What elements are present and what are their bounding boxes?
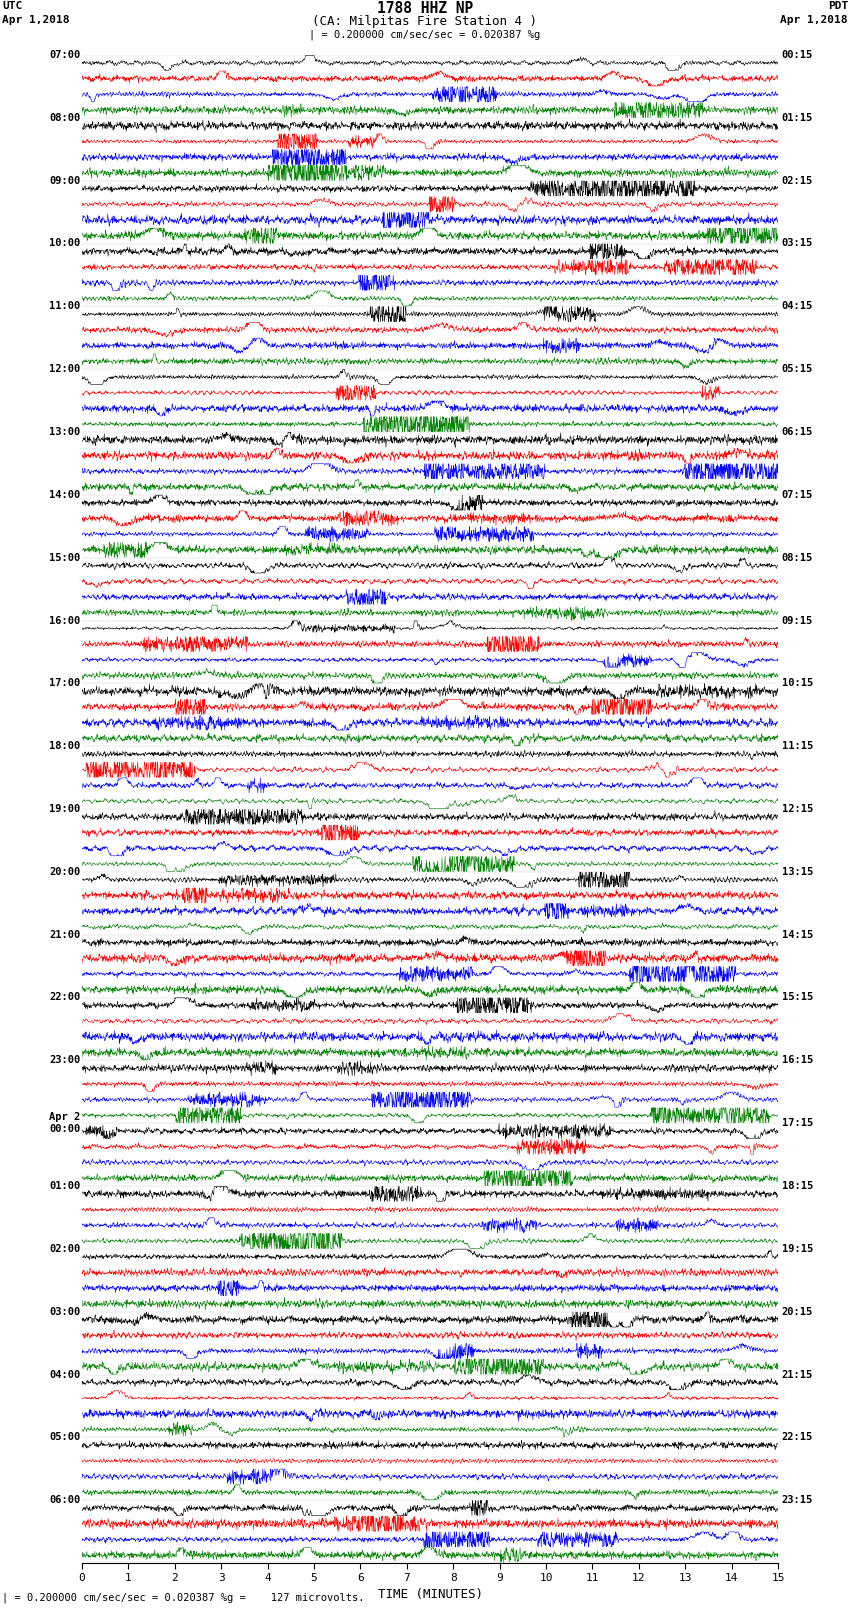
Text: 14:15: 14:15	[782, 929, 813, 940]
Text: 01:00: 01:00	[49, 1181, 81, 1190]
Text: 15:15: 15:15	[782, 992, 813, 1003]
Text: 18:15: 18:15	[782, 1181, 813, 1190]
Text: Apr 1,2018: Apr 1,2018	[2, 15, 70, 24]
Text: 08:15: 08:15	[782, 553, 813, 563]
Text: 10:00: 10:00	[49, 239, 81, 248]
Text: 07:00: 07:00	[49, 50, 81, 60]
Text: 03:00: 03:00	[49, 1307, 81, 1316]
Text: 23:15: 23:15	[782, 1495, 813, 1505]
Text: 19:15: 19:15	[782, 1244, 813, 1253]
Text: 00:15: 00:15	[782, 50, 813, 60]
Text: UTC: UTC	[2, 2, 22, 11]
Text: 13:15: 13:15	[782, 866, 813, 877]
Text: 02:15: 02:15	[782, 176, 813, 185]
Text: 16:00: 16:00	[49, 616, 81, 626]
Text: 19:00: 19:00	[49, 803, 81, 815]
Text: 10:15: 10:15	[782, 679, 813, 689]
Text: 11:15: 11:15	[782, 740, 813, 752]
Text: 06:15: 06:15	[782, 427, 813, 437]
Text: 07:15: 07:15	[782, 490, 813, 500]
Text: 18:00: 18:00	[49, 740, 81, 752]
Text: 09:15: 09:15	[782, 616, 813, 626]
Text: | = 0.200000 cm/sec/sec = 0.020387 %g =    127 microvolts.: | = 0.200000 cm/sec/sec = 0.020387 %g = …	[2, 1592, 365, 1603]
Text: 20:00: 20:00	[49, 866, 81, 877]
Text: 23:00: 23:00	[49, 1055, 81, 1065]
Text: 02:00: 02:00	[49, 1244, 81, 1253]
Text: 22:15: 22:15	[782, 1432, 813, 1442]
Text: Apr 1,2018: Apr 1,2018	[780, 15, 848, 24]
Text: 04:00: 04:00	[49, 1369, 81, 1379]
Text: PDT: PDT	[828, 2, 848, 11]
Text: 03:15: 03:15	[782, 239, 813, 248]
Text: 09:00: 09:00	[49, 176, 81, 185]
Text: 12:15: 12:15	[782, 803, 813, 815]
Text: 05:15: 05:15	[782, 365, 813, 374]
Text: 13:00: 13:00	[49, 427, 81, 437]
Text: 08:00: 08:00	[49, 113, 81, 123]
Text: 21:00: 21:00	[49, 929, 81, 940]
Text: 05:00: 05:00	[49, 1432, 81, 1442]
Text: Apr 2
00:00: Apr 2 00:00	[49, 1113, 81, 1134]
Text: 17:15: 17:15	[782, 1118, 813, 1127]
Text: 17:00: 17:00	[49, 679, 81, 689]
Text: 21:15: 21:15	[782, 1369, 813, 1379]
X-axis label: TIME (MINUTES): TIME (MINUTES)	[377, 1587, 483, 1600]
Text: 12:00: 12:00	[49, 365, 81, 374]
Text: 15:00: 15:00	[49, 553, 81, 563]
Text: (CA: Milpitas Fire Station 4 ): (CA: Milpitas Fire Station 4 )	[313, 15, 537, 27]
Text: 06:00: 06:00	[49, 1495, 81, 1505]
Text: 22:00: 22:00	[49, 992, 81, 1003]
Text: 04:15: 04:15	[782, 302, 813, 311]
Text: 16:15: 16:15	[782, 1055, 813, 1065]
Text: 14:00: 14:00	[49, 490, 81, 500]
Text: 11:00: 11:00	[49, 302, 81, 311]
Text: 20:15: 20:15	[782, 1307, 813, 1316]
Text: 1788 HHZ NP: 1788 HHZ NP	[377, 2, 473, 16]
Text: 01:15: 01:15	[782, 113, 813, 123]
Text: | = 0.200000 cm/sec/sec = 0.020387 %g: | = 0.200000 cm/sec/sec = 0.020387 %g	[309, 31, 541, 40]
